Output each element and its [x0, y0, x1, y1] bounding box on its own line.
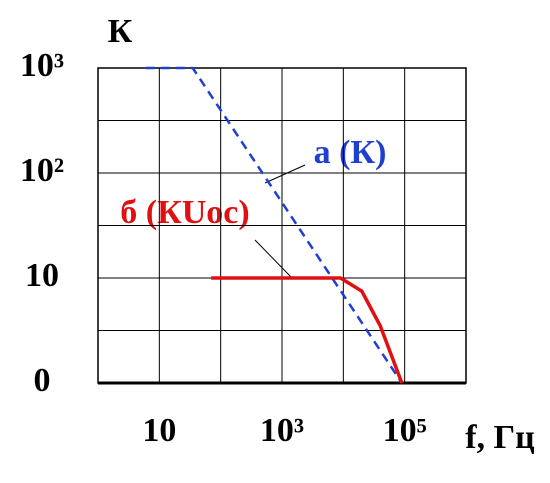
x-axis-label: f, Гц [465, 419, 535, 456]
leader-line [264, 164, 306, 184]
y-tick-label: 10² [20, 152, 64, 189]
x-tick-label: 10³ [260, 412, 304, 449]
y-axis-label: К [108, 13, 133, 50]
series-line [145, 66, 403, 384]
y-tick-label: 0 [34, 362, 51, 399]
y-tick-label: 10 [25, 257, 59, 294]
series-line [211, 276, 404, 384]
series-label: б (КUoc) [120, 194, 249, 231]
leader-line [254, 239, 293, 279]
x-tick-label: 10⁵ [383, 412, 427, 449]
x-tick-label: 10 [142, 412, 176, 449]
series-label: а (К) [314, 134, 387, 171]
y-tick-label: 10³ [20, 47, 64, 84]
